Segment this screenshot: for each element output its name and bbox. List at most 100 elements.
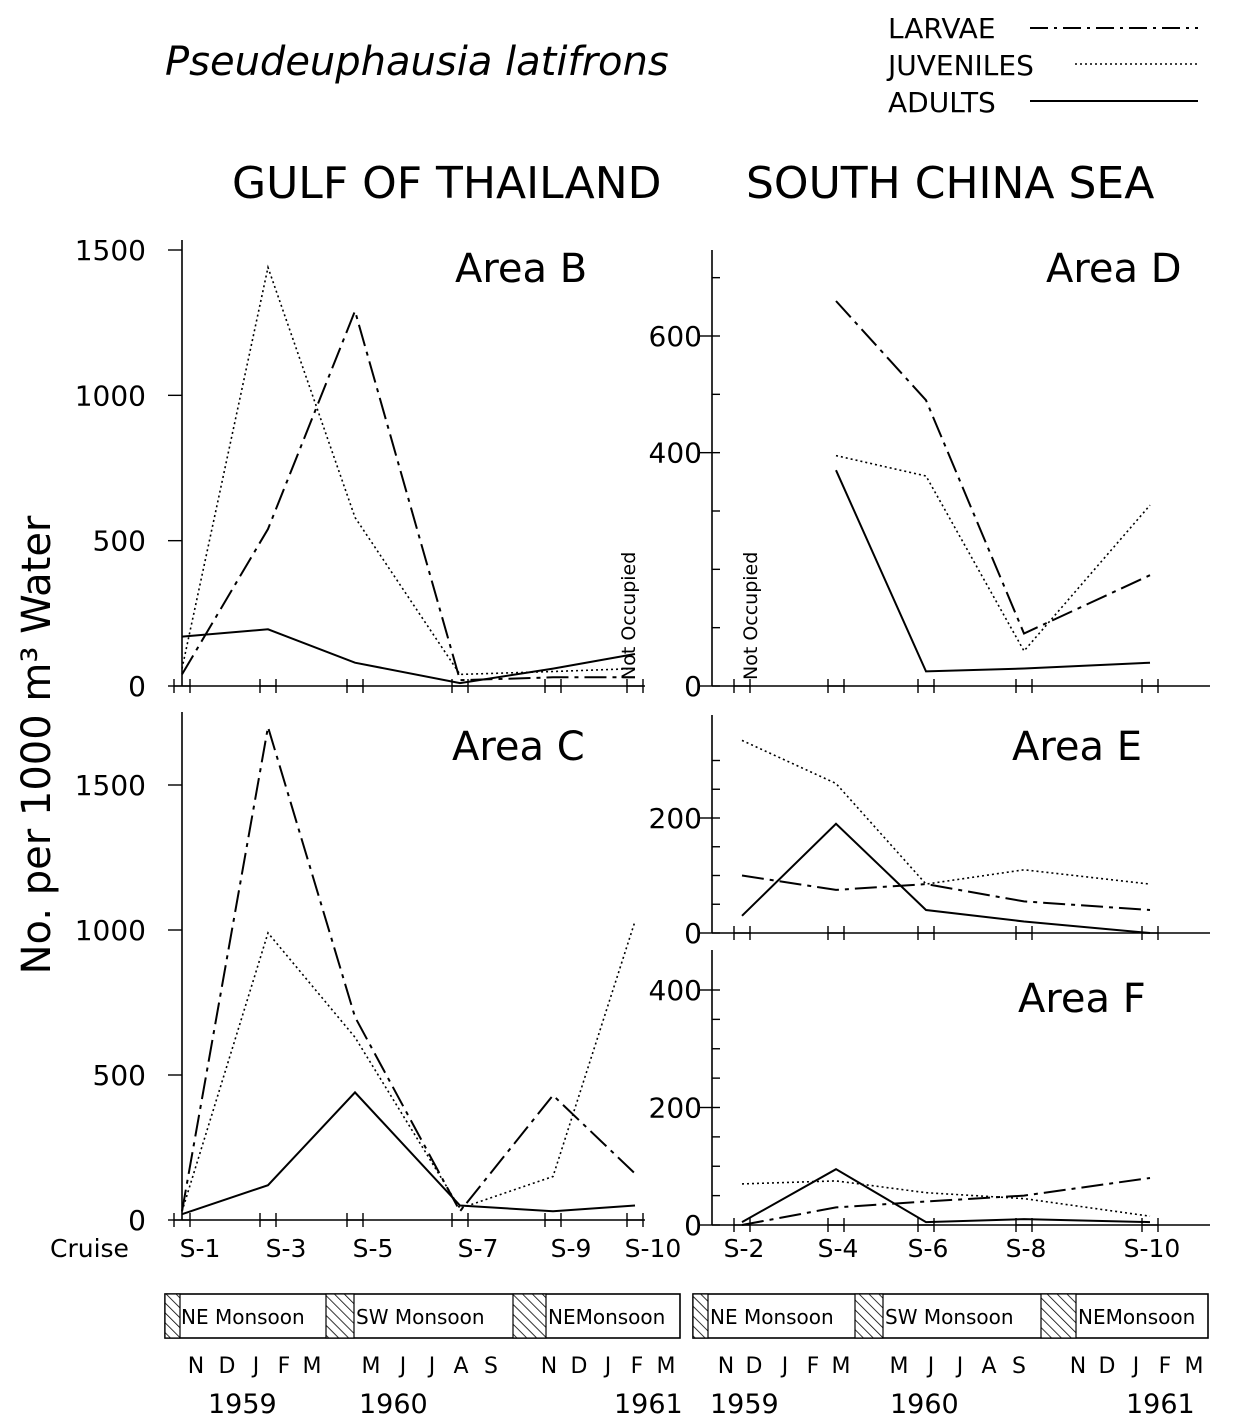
series-adults-area-d xyxy=(835,469,1151,673)
series-adults-area-b xyxy=(181,628,636,685)
month-label-left-4: F xyxy=(278,1354,291,1379)
season-label-right-ne2: NEMonsoon xyxy=(1078,1305,1195,1329)
season-label-left-ne: NE Monsoon xyxy=(181,1305,305,1329)
month-label-left-8: J xyxy=(427,1354,436,1379)
month-label-left-11: N xyxy=(541,1354,557,1379)
y-axis-label: No. per 1000 m³ Water xyxy=(14,515,60,974)
y-tick-label-1000: 1000 xyxy=(75,914,146,947)
hatch-left-2 xyxy=(325,1293,355,1339)
series-adults-area-e xyxy=(741,822,1151,934)
series-juveniles-area-b xyxy=(181,264,636,676)
month-label-right-3: J xyxy=(780,1354,789,1379)
year-label-1961-left: 1961 xyxy=(614,1389,683,1420)
month-label-right-6: M xyxy=(890,1354,909,1379)
month-label-right-12: D xyxy=(1099,1354,1116,1379)
not-occupied-label-1: Not Occupied xyxy=(618,552,640,680)
month-label-right-1: N xyxy=(718,1354,734,1379)
monsoon-bars: NE Monsoon SW Monsoon NEMonsoon NE Monso… xyxy=(164,1293,1209,1339)
season-label-right-sw: SW Monsoon xyxy=(885,1305,1014,1329)
month-label-right-14: F xyxy=(1159,1354,1172,1379)
year-label-1959-left: 1959 xyxy=(208,1389,277,1420)
series-juveniles-area-f xyxy=(741,1180,1151,1217)
region-heading-scs: SOUTH CHINA SEA xyxy=(746,158,1154,209)
y-tick-label-500: 500 xyxy=(93,1059,146,1092)
not-occupied-label-2: Not Occupied xyxy=(740,552,762,680)
y-tick-label-0: 0 xyxy=(128,670,146,703)
y-tick-label-0: 0 xyxy=(684,670,702,703)
hatch-right-2 xyxy=(854,1293,884,1339)
panel-title-area-d: Area D xyxy=(1046,246,1182,292)
series-juveniles-area-d xyxy=(835,454,1151,653)
y-tick-label-400: 400 xyxy=(649,974,702,1007)
month-label-right-7: J xyxy=(926,1354,935,1379)
month-label-right-5: M xyxy=(832,1354,851,1379)
month-label-left-6: M xyxy=(362,1354,381,1379)
y-tick-label-200: 200 xyxy=(649,802,702,835)
species-title: Pseudeuphausia latifrons xyxy=(165,39,669,85)
hatch-right-3 xyxy=(1040,1293,1077,1339)
panel-title-area-c: Area C xyxy=(452,724,585,770)
y-tick-label-600: 600 xyxy=(649,320,702,353)
hatch-right-1 xyxy=(692,1293,709,1339)
cruise-label-s-10-gulf: S-10 xyxy=(625,1234,682,1263)
cruise-label-s-2-scs: S-2 xyxy=(724,1234,765,1263)
year-label-1959-right: 1959 xyxy=(710,1389,779,1420)
month-label-left-10: S xyxy=(484,1354,498,1379)
month-label-right-9: A xyxy=(981,1354,996,1379)
panel-area-f: 0 200 400 Area F S-2 S-4 S-6 S-8 S-10 xyxy=(649,950,1210,1263)
y-tick-label-500: 500 xyxy=(93,525,146,558)
cruise-label-s-9-gulf: S-9 xyxy=(551,1234,592,1263)
y-tick-label-1000: 1000 xyxy=(75,379,146,412)
season-label-left-sw: SW Monsoon xyxy=(356,1305,485,1329)
panel-area-c: 0 500 1000 1500 Area C S-1 S-3 S-5 S-7 S-9 S-10 xyxy=(75,712,682,1263)
panel-title-area-b: Area B xyxy=(455,246,587,292)
cruise-label-s-8-scs: S-8 xyxy=(1006,1234,1047,1263)
month-label-right-10: S xyxy=(1012,1354,1026,1379)
legend-label-juveniles: JUVENILES xyxy=(886,49,1034,82)
cruise-axis-word: Cruise xyxy=(50,1234,129,1263)
y-tick-label-1500: 1500 xyxy=(75,234,146,267)
month-label-left-12: D xyxy=(571,1354,588,1379)
cruise-label-s-3-gulf: S-3 xyxy=(266,1234,307,1263)
month-label-right-13: J xyxy=(1131,1354,1140,1379)
region-heading-gulf: GULF OF THAILAND xyxy=(232,158,662,209)
series-adults-area-f xyxy=(741,1168,1151,1224)
cruise-label-s-6-scs: S-6 xyxy=(908,1234,949,1263)
chart-panels: 0 500 1000 1500 Area B 0 500 1000 1500 Area C S-1 S… xyxy=(75,234,1210,1263)
panel-area-d: 0 400 600 Area D Not Occupied Not Occupied xyxy=(618,246,1210,703)
month-label-left-2: D xyxy=(219,1354,236,1379)
series-larvae-area-b xyxy=(181,307,635,682)
year-label-1961-right: 1961 xyxy=(1126,1389,1195,1420)
y-tick-label-200: 200 xyxy=(649,1092,702,1125)
month-label-left-15: M xyxy=(657,1354,676,1379)
panel-area-e: 0 200 Area E xyxy=(649,715,1210,950)
y-tick-label-0: 0 xyxy=(684,917,702,950)
month-label-left-1: N xyxy=(188,1354,204,1379)
month-label-right-11: N xyxy=(1070,1354,1086,1379)
month-label-right-4: F xyxy=(807,1354,820,1379)
y-tick-label-0: 0 xyxy=(128,1204,146,1237)
month-label-left-7: J xyxy=(398,1354,407,1379)
y-tick-label-400: 400 xyxy=(649,437,702,470)
month-label-right-2: D xyxy=(746,1354,763,1379)
series-larvae-area-c xyxy=(181,726,636,1214)
month-label-right-8: J xyxy=(955,1354,964,1379)
month-label-right-15: M xyxy=(1185,1354,1204,1379)
y-tick-label-0: 0 xyxy=(684,1209,702,1242)
legend: LARVAE JUVENILES ADULTS xyxy=(886,12,1198,119)
cruise-label-s-10-scs: S-10 xyxy=(1124,1234,1181,1263)
panel-title-area-e: Area E xyxy=(1012,724,1142,770)
cruise-label-s-4-scs: S-4 xyxy=(818,1234,859,1263)
season-label-right-ne: NE Monsoon xyxy=(710,1305,834,1329)
cruise-label-s-7-gulf: S-7 xyxy=(458,1234,499,1263)
season-label-left-ne2: NEMonsoon xyxy=(548,1305,665,1329)
series-larvae-area-e xyxy=(741,874,1151,911)
month-label-left-14: F xyxy=(631,1354,644,1379)
series-larvae-area-f xyxy=(741,1177,1151,1226)
year-label-1960-right: 1960 xyxy=(890,1389,959,1420)
month-label-left-3: J xyxy=(251,1354,260,1379)
year-label-1960-left: 1960 xyxy=(359,1389,428,1420)
month-label-left-13: J xyxy=(603,1354,612,1379)
